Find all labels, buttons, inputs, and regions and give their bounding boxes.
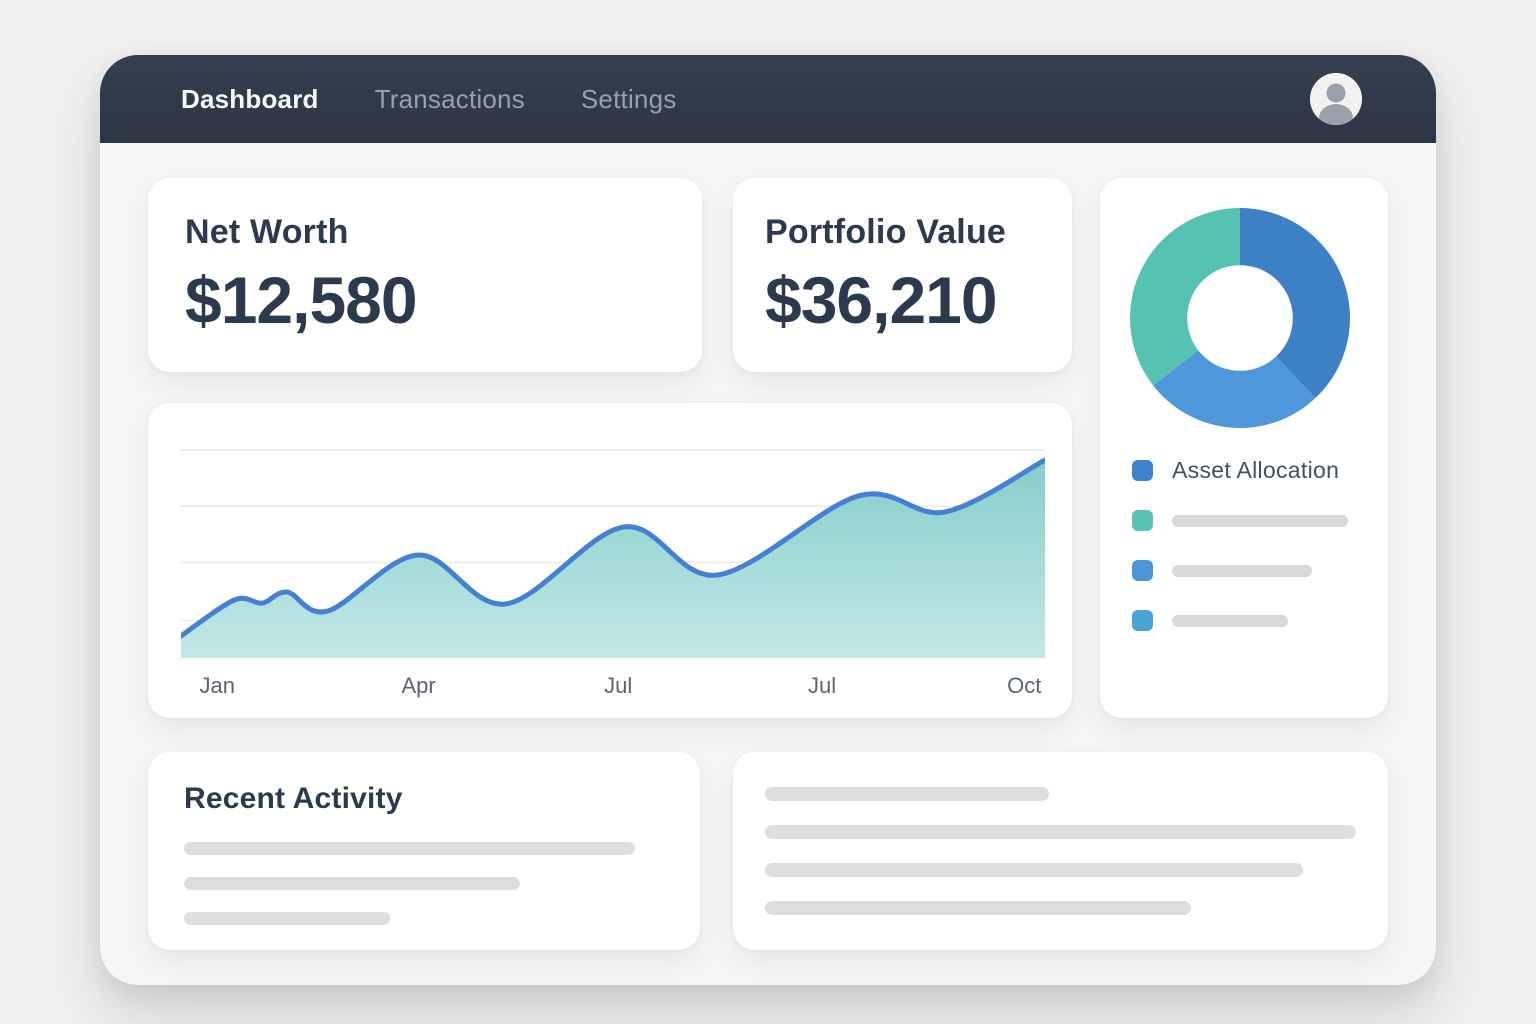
nav-item-dashboard[interactable]: Dashboard: [181, 83, 319, 114]
portfolio-value-value: $36,210: [765, 263, 998, 337]
skeleton-bar: [184, 912, 391, 925]
net-worth-value: $12,580: [185, 263, 418, 337]
skeleton-bar: [765, 825, 1356, 839]
skeleton-bar: [184, 877, 520, 890]
area-chart: [181, 449, 1045, 658]
net-worth-title: Net Worth: [185, 213, 349, 251]
top-nav: Dashboard Transactions Settings: [100, 55, 1436, 143]
legend-swatch: [1132, 560, 1153, 581]
x-axis-label: Jan: [199, 673, 236, 698]
recent-activity-skeleton-list: [184, 842, 664, 925]
portfolio-value-card: Portfolio Value $36,210: [733, 178, 1072, 372]
app-window: Dashboard Transactions Settings Net Worth …: [100, 55, 1436, 985]
x-axis-label: Oct: [1007, 673, 1042, 698]
nav-item-settings[interactable]: Settings: [580, 83, 677, 114]
legend-row: [1132, 560, 1358, 581]
net-worth-card: Net Worth $12,580: [148, 178, 702, 372]
donut-legend: Asset Allocation: [1132, 457, 1358, 660]
portfolio-value-title: Portfolio Value: [765, 213, 1007, 251]
user-avatar-button[interactable]: [1310, 73, 1362, 125]
legend-row: Asset Allocation: [1132, 457, 1358, 483]
asset-allocation-card: Asset Allocation: [1100, 178, 1388, 718]
legend-swatch: [1132, 510, 1153, 531]
nav-item-transactions[interactable]: Transactions: [374, 83, 525, 114]
legend-skeleton-bar: [1172, 564, 1312, 577]
donut-chart: [1130, 208, 1350, 428]
top-nav-items: Dashboard Transactions Settings: [181, 84, 732, 115]
skeleton-bar: [765, 787, 1049, 801]
legend-swatch: [1132, 460, 1153, 481]
legend-row: [1132, 510, 1358, 531]
legend-skeleton-bar: [1172, 614, 1288, 627]
recent-activity-title: Recent Activity: [184, 782, 403, 815]
legend-label: Asset Allocation: [1172, 457, 1340, 483]
trend-chart-card: Jan Apr Jul Jul Oct: [148, 403, 1072, 718]
summary-skeleton-list: [765, 787, 1356, 915]
x-axis-label: Jul: [604, 673, 633, 698]
skeleton-bar: [765, 863, 1303, 877]
summary-card: [733, 752, 1388, 950]
skeleton-bar: [184, 842, 636, 855]
user-avatar-icon: [1310, 73, 1362, 125]
x-axis-labels: Jan Apr Jul Jul Oct: [181, 673, 1045, 703]
legend-row: [1132, 610, 1358, 631]
x-axis-label: Jul: [808, 673, 837, 698]
x-axis-label: Apr: [401, 673, 436, 698]
legend-swatch: [1132, 610, 1153, 631]
legend-skeleton-bar: [1172, 514, 1348, 527]
recent-activity-card: Recent Activity: [148, 752, 700, 950]
skeleton-bar: [765, 901, 1191, 915]
